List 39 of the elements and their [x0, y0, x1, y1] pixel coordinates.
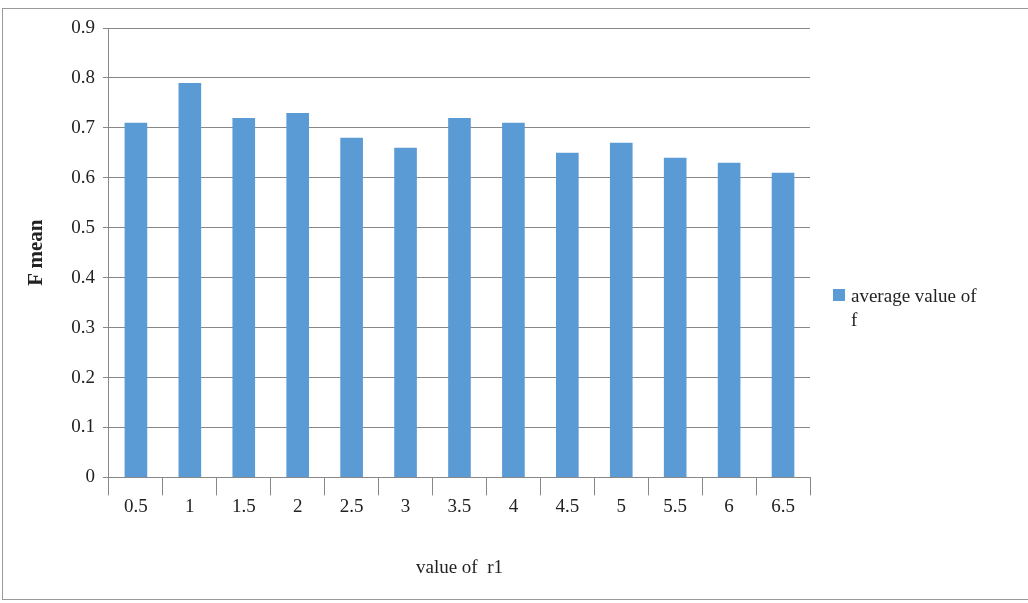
bar [609, 142, 633, 477]
x-tick-label: 1 [185, 494, 195, 516]
x-tick-label: 2.5 [339, 494, 364, 516]
x-tick-label: 0.5 [124, 494, 148, 516]
x-tick-label: 2 [292, 494, 303, 516]
bar [502, 122, 525, 477]
bar [232, 117, 256, 477]
x-tick-label: 1.5 [231, 494, 256, 516]
y-tick-label: 0.3 [71, 315, 95, 337]
x-tick-label: 6 [724, 494, 734, 516]
x-tick-label: 4.5 [555, 494, 580, 516]
bar [771, 172, 795, 477]
x-tick-label: 3 [400, 494, 411, 516]
bar [124, 122, 148, 477]
y-axis-title: F mean [23, 219, 48, 286]
legend-label: average value of f [851, 284, 978, 332]
bar [340, 137, 363, 477]
x-tick-label: 5.5 [663, 494, 688, 516]
x-tick-label: 6.5 [771, 494, 795, 516]
y-tick-label: 0.4 [71, 265, 96, 287]
y-tick-label: 0.7 [71, 115, 95, 137]
bar [663, 157, 687, 477]
y-tick-label: 0.8 [71, 65, 95, 87]
y-tick-label: 0 [85, 465, 95, 487]
bar [286, 112, 310, 477]
x-tick-label: 4 [508, 494, 519, 516]
bar [178, 82, 202, 477]
y-tick-label: 0.1 [71, 415, 95, 437]
bar [717, 162, 741, 477]
y-tick-label: 0.2 [71, 365, 95, 387]
x-tick-label: 5 [616, 494, 627, 516]
bar [556, 152, 579, 477]
bar [448, 117, 471, 477]
x-axis-title: value of r1 [415, 555, 504, 577]
x-tick-label: 3.5 [447, 494, 472, 516]
y-tick-label: 0.6 [71, 165, 95, 187]
y-tick-label: 0.9 [71, 15, 95, 37]
bar [394, 147, 417, 477]
y-tick-label: 0.5 [71, 215, 95, 237]
